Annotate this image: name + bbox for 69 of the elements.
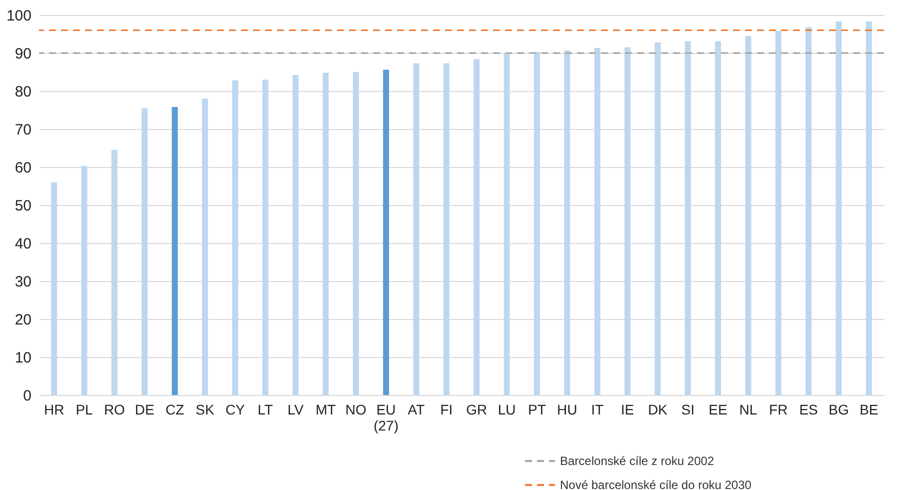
x-tick-label: HR	[44, 402, 64, 418]
y-tick-label: 80	[14, 84, 32, 100]
bar	[474, 59, 480, 395]
x-tick-label: IT	[591, 402, 604, 418]
bar	[624, 47, 630, 395]
x-tick-label: FI	[440, 402, 453, 418]
bar	[443, 63, 450, 395]
bar	[383, 70, 390, 395]
bar	[684, 41, 691, 395]
x-tick-label: ES	[799, 402, 818, 418]
x-tick-label: MT	[316, 402, 336, 418]
x-tick-label: BG	[828, 402, 849, 418]
y-tick-label: 70	[14, 122, 32, 138]
bar	[715, 41, 722, 395]
bar	[172, 106, 178, 395]
x-tick-label: DK	[648, 402, 668, 418]
x-tick-label: CY	[225, 402, 246, 418]
bar	[866, 21, 872, 395]
x-tick-label: NL	[739, 402, 758, 418]
bar	[806, 27, 812, 395]
y-tick-label: 10	[14, 350, 32, 366]
y-tick-label: 50	[14, 198, 32, 214]
x-tick-label: BE	[860, 402, 878, 418]
y-tick-label: 30	[14, 274, 32, 290]
x-tick-label: PT	[528, 402, 546, 418]
y-tick-label: 20	[14, 312, 32, 328]
x-tick-label: FR	[769, 402, 788, 418]
x-tick-label: RO	[104, 402, 126, 418]
y-tick-label: 40	[14, 236, 32, 252]
bar	[413, 63, 420, 395]
bar	[352, 72, 359, 395]
bar	[654, 42, 661, 395]
x-tick-label: EU (27)	[374, 402, 399, 434]
bar	[232, 80, 238, 395]
x-tick-label: SI	[681, 402, 694, 418]
bar	[775, 30, 782, 395]
x-tick-label: AT	[408, 402, 426, 418]
x-tick-label: EE	[708, 402, 728, 418]
bar	[534, 52, 540, 395]
x-tick-label: LU	[498, 402, 516, 418]
x-tick-label: GR	[466, 402, 488, 418]
x-tick-label: LT	[258, 402, 274, 418]
bar	[142, 108, 148, 395]
x-tick-label: CZ	[165, 402, 185, 418]
bar	[504, 54, 510, 395]
x-tick-label: IE	[620, 402, 634, 418]
x-tick-label: LV	[287, 402, 304, 418]
y-tick-label: 100	[6, 8, 32, 24]
bar	[564, 50, 570, 395]
bar	[202, 98, 208, 395]
y-tick-label: 60	[14, 160, 32, 176]
y-tick-label: 0	[23, 388, 32, 404]
bar	[322, 72, 329, 395]
bar	[836, 21, 842, 395]
x-tick-label: HU	[557, 402, 578, 418]
bar	[51, 182, 58, 395]
x-tick-label: PL	[76, 402, 94, 418]
bar	[594, 48, 600, 395]
x-tick-label: NO	[345, 402, 366, 418]
bar	[111, 150, 118, 395]
x-tick-label: SK	[196, 402, 215, 418]
y-tick-label: 90	[14, 46, 32, 62]
bar	[292, 75, 299, 395]
bar	[81, 166, 88, 395]
legend-label: Nové barcelonské cíle do roku 2030	[560, 478, 752, 490]
x-tick-label: DE	[134, 402, 154, 418]
legend-label: Barcelonské cíle z roku 2002	[560, 454, 714, 468]
bar	[262, 80, 268, 395]
bar	[745, 36, 752, 395]
